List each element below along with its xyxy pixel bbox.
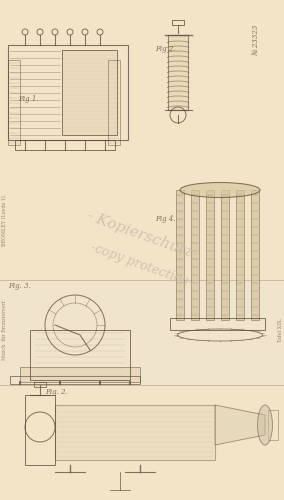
Bar: [8, 45, 128, 140]
Text: Fig 4.: Fig 4.: [155, 215, 176, 223]
Bar: [206, 190, 214, 320]
Bar: [20, 367, 140, 382]
Bar: [191, 190, 199, 320]
Ellipse shape: [258, 405, 273, 445]
Bar: [25, 395, 55, 465]
Bar: [8, 60, 20, 145]
Bar: [170, 318, 265, 330]
Polygon shape: [0, 0, 284, 280]
Text: Fig. 3.: Fig. 3.: [8, 282, 31, 290]
Text: -copy protection-: -copy protection-: [89, 240, 195, 290]
Bar: [108, 60, 120, 145]
Text: Fig 2.: Fig 2.: [155, 45, 176, 53]
Bar: [30, 330, 130, 380]
Bar: [168, 35, 188, 110]
Polygon shape: [0, 385, 284, 500]
Text: BROMLEY (Leeds 1).: BROMLEY (Leeds 1).: [3, 194, 8, 246]
Ellipse shape: [180, 182, 260, 198]
Text: Fig 1.: Fig 1.: [18, 95, 39, 103]
Text: Fig. 2.: Fig. 2.: [45, 388, 68, 396]
Text: Masch. für Bronzierverf.: Masch. für Bronzierverf.: [3, 300, 7, 360]
Bar: [236, 190, 244, 320]
Text: № 23323: № 23323: [252, 25, 260, 56]
Bar: [172, 20, 184, 25]
Bar: [62, 50, 117, 135]
Bar: [10, 376, 140, 384]
Bar: [268, 410, 278, 440]
Text: - Kopierschutz-: - Kopierschutz-: [85, 208, 199, 262]
Bar: [15, 140, 115, 150]
Text: Tafel XIX.: Tafel XIX.: [277, 318, 283, 342]
Bar: [251, 190, 259, 320]
Bar: [34, 382, 46, 387]
Polygon shape: [215, 405, 265, 445]
Bar: [55, 405, 215, 460]
Polygon shape: [0, 280, 284, 385]
Bar: [221, 190, 229, 320]
Bar: [176, 190, 184, 320]
